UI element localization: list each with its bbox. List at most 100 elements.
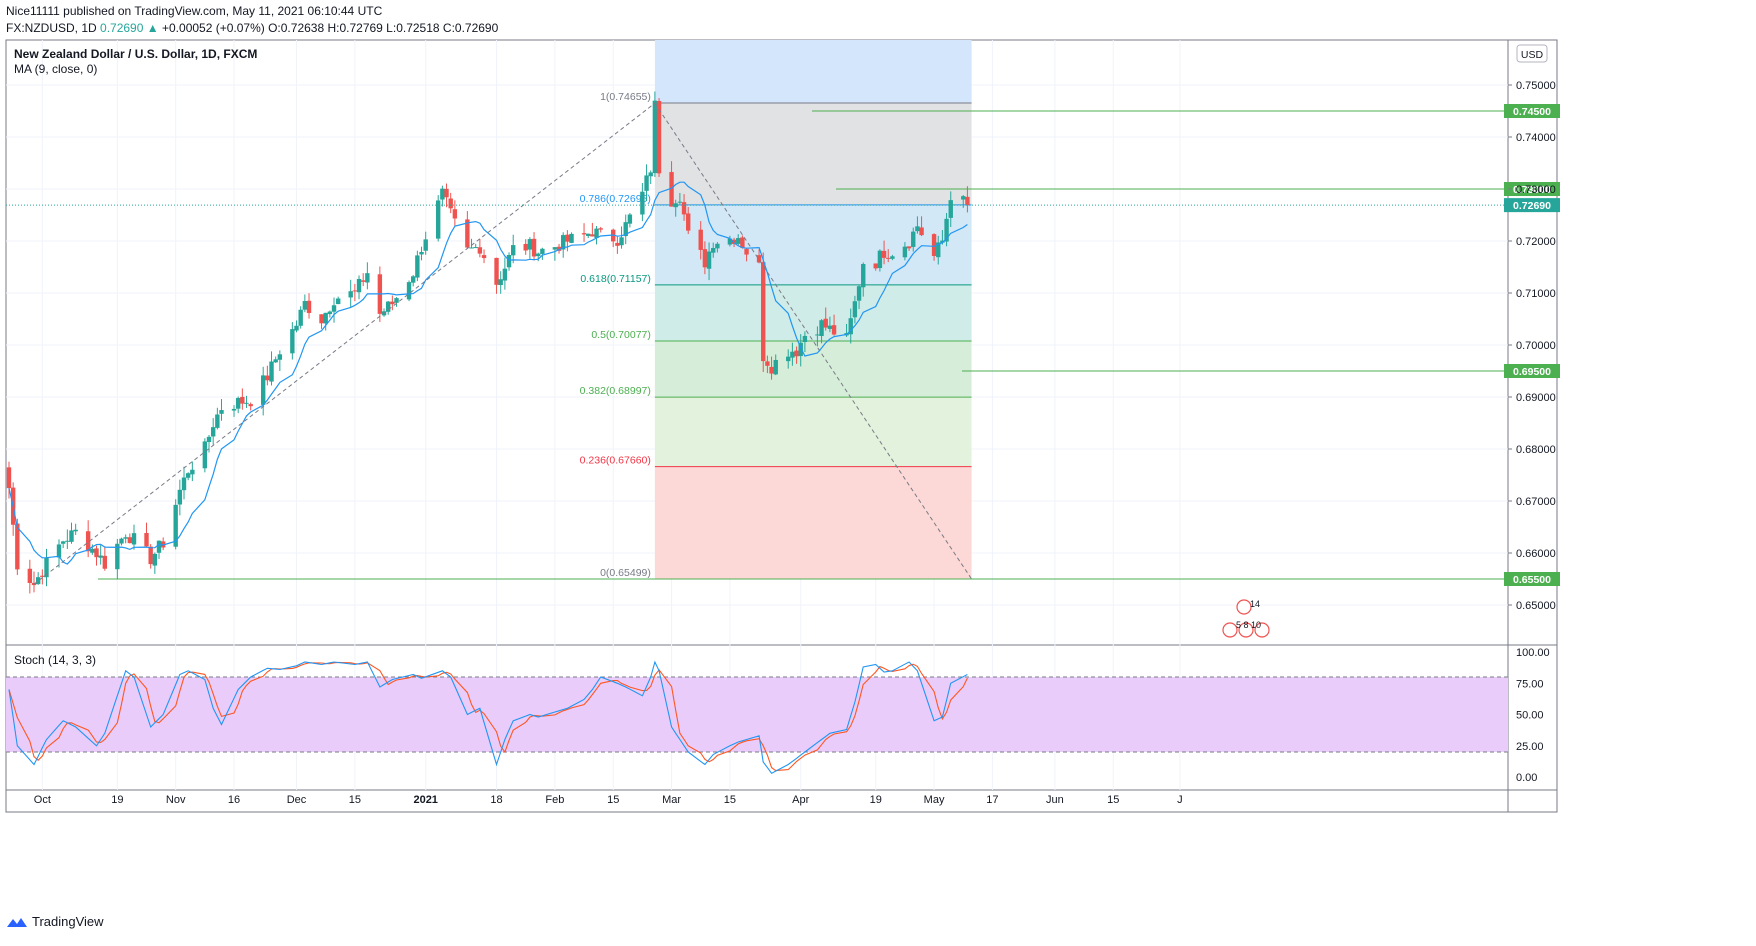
price-axis-tick-label: 0.74000 [1516, 132, 1556, 144]
publisher-line: Nice11111 published on TradingView.com, … [6, 4, 383, 18]
candle-body [219, 410, 224, 414]
candle-body [119, 538, 124, 544]
time-axis-tick-label: 2021 [413, 794, 437, 806]
candle-body [623, 222, 628, 237]
event-count-bottom: 5 8 10 [1236, 620, 1261, 630]
candle-body [552, 247, 558, 250]
candle-body [35, 577, 41, 585]
candle-body [298, 309, 303, 326]
candle-body [144, 532, 149, 547]
symbol-quote-line: FX:NZDUSD, 1D 0.72690 ▲ +0.00052 (+0.07%… [6, 21, 498, 35]
stoch-axis-tick-label: 25.00 [1516, 741, 1544, 753]
dashed-trend-line [33, 102, 656, 585]
candle-body [594, 228, 599, 238]
price-axis-tick-label: 0.72000 [1516, 236, 1556, 248]
current-price-label: 0.72690 [1513, 200, 1551, 212]
candle-body [569, 233, 574, 243]
stoch-k-line [8, 660, 968, 775]
time-axis-tick-label: Dec [287, 794, 307, 806]
candle-body [540, 248, 545, 254]
candle-body [711, 247, 716, 253]
candle-body [260, 375, 266, 405]
candle-body [731, 239, 737, 244]
candle-body [90, 548, 95, 553]
candle-body [948, 200, 953, 218]
candle-body [473, 247, 478, 249]
candle-body [173, 504, 178, 547]
price-axis-tick-label: 0.67000 [1516, 496, 1556, 508]
fib-level-label: 0.236(0.67660) [580, 455, 651, 467]
candle-body [802, 335, 808, 343]
event-count-top: 14 [1250, 599, 1260, 609]
time-axis-tick-label: 15 [607, 794, 619, 806]
candle-body [44, 557, 49, 578]
fib-level-label: 0.5(0.70077) [591, 329, 651, 341]
candle-body [385, 301, 391, 312]
fib-zone-top [654, 40, 972, 103]
candle-body [861, 263, 866, 288]
current-price-tag [1504, 198, 1560, 213]
fib-zone-0.236 [654, 466, 972, 580]
candle-body [290, 329, 295, 354]
candle-body [390, 301, 395, 305]
level-price-tag [1504, 364, 1560, 378]
symbol: FX:NZDUSD, 1D [6, 21, 97, 35]
candle-body [327, 311, 333, 315]
price-axis: 0.75000 0.74000 0.73000 0.72000 0.71000 0.700… [1508, 80, 1556, 612]
flag-icon [1236, 599, 1252, 615]
candle-body [756, 255, 762, 263]
candle-body [248, 404, 253, 407]
candle-body [798, 342, 803, 357]
candle-body [736, 238, 741, 244]
price-change: +0.00052 (+0.07%) [162, 21, 265, 35]
tradingview-brand[interactable]: TradingView [6, 914, 104, 929]
candle-body [348, 291, 353, 298]
candle-body [115, 543, 120, 570]
candle-body [319, 314, 324, 324]
candle-body [69, 530, 74, 542]
candle-body [215, 414, 220, 428]
fib-level-label: 0(0.65499) [600, 567, 651, 579]
candle-body [511, 245, 516, 256]
candle-body [856, 286, 862, 301]
candle-body [415, 255, 420, 278]
fib-zone-0.618 [654, 284, 972, 341]
candle-body [936, 242, 941, 258]
time-axis-tick-label: 17 [986, 794, 998, 806]
candle-body [273, 359, 278, 363]
candle-body [761, 262, 766, 362]
time-axis-tick-label: J [1177, 794, 1183, 806]
candle-body [619, 237, 624, 246]
candle-body [481, 255, 487, 259]
stochastic-pane: 100.00 75.00 50.00 25.00 0.00 [6, 647, 1550, 784]
candle-body [794, 350, 799, 357]
candle-body [469, 247, 474, 249]
candle-body [360, 280, 366, 282]
candle-body [881, 250, 887, 258]
candle-body [848, 318, 853, 335]
candle-body [394, 298, 399, 303]
level-price-label: 0.65500 [1513, 574, 1551, 586]
time-axis-tick-label: Oct [34, 794, 51, 806]
candle-body [60, 541, 66, 544]
candle-body [365, 273, 370, 283]
time-axis-tick-label: May [924, 794, 945, 806]
price-axis-tick-label: 0.65000 [1516, 600, 1556, 612]
currency-button [1516, 44, 1548, 63]
candle-body [498, 279, 503, 286]
candle-body [648, 172, 653, 177]
candle-body [702, 249, 708, 268]
candle-body [852, 301, 858, 318]
ohlc-values: O:0.72638 H:0.72769 L:0.72518 C:0.72690 [268, 21, 499, 35]
candle-body [127, 537, 133, 544]
candle-body [686, 213, 691, 231]
time-axis-tick-label: Feb [545, 794, 564, 806]
dashed-trend-line [654, 102, 972, 580]
candle-body [536, 253, 541, 257]
candle-body [410, 276, 416, 283]
candle-body [452, 209, 458, 219]
candle-body [277, 354, 283, 360]
candle-body [681, 202, 687, 215]
candle-body [831, 325, 837, 335]
